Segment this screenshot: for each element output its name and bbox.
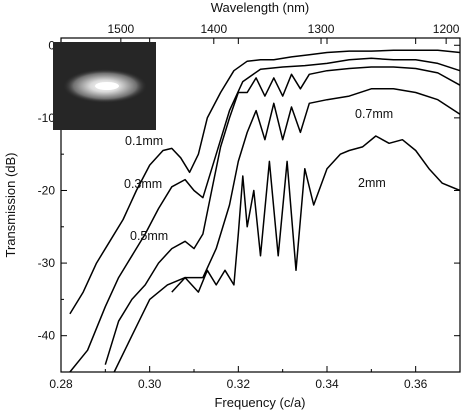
y-tick-label: -30 (38, 256, 56, 270)
series-label-0.5mm: 0.5mm (130, 229, 168, 243)
series-line-0.7mm (113, 88, 461, 373)
series-label-0.3mm: 0.3mm (124, 177, 162, 191)
curves-group (69, 49, 461, 373)
series-line-2mm (171, 135, 461, 293)
top-tick-label: 1500 (107, 22, 134, 36)
x-tick-label: 0.34 (315, 377, 339, 391)
x-axis: 0.28 0.30 0.32 0.34 0.36 (49, 38, 428, 391)
series-label-0.1mm: 0.1mm (125, 134, 163, 148)
x-tick-label: 0.30 (138, 377, 162, 391)
y-tick-label: -20 (38, 183, 56, 197)
top-axis-title: Wavelength (nm) (211, 0, 310, 15)
series-line-0.5mm (104, 66, 461, 365)
y-axis-title: Transmission (dB) (3, 153, 18, 258)
plot-frame (60, 37, 461, 373)
top-tick-label: 1200 (433, 22, 460, 36)
top-tick-label: 1300 (308, 22, 335, 36)
top-tick-label: 1400 (200, 22, 227, 36)
y-axis: 0 -10 -20 -30 -40 (38, 38, 460, 373)
series-label-0.7mm: 0.7mm (355, 107, 393, 121)
x-tick-label: 0.28 (49, 377, 73, 391)
top-wavelength-axis: 1500 1400 1300 1200 (107, 22, 460, 44)
x-tick-label: 0.32 (227, 377, 251, 391)
y-tick-label: -10 (38, 111, 56, 125)
x-axis-title: Frequency (c/a) (214, 395, 305, 410)
series-line-0.1mm (69, 49, 461, 315)
mode-image-inset (53, 42, 156, 130)
series-line-0.3mm (69, 57, 461, 373)
y-tick-label: 0 (48, 38, 55, 52)
y-tick-label: -40 (38, 329, 56, 343)
x-tick-label: 0.36 (404, 377, 428, 391)
series-label-2mm: 2mm (358, 176, 386, 190)
